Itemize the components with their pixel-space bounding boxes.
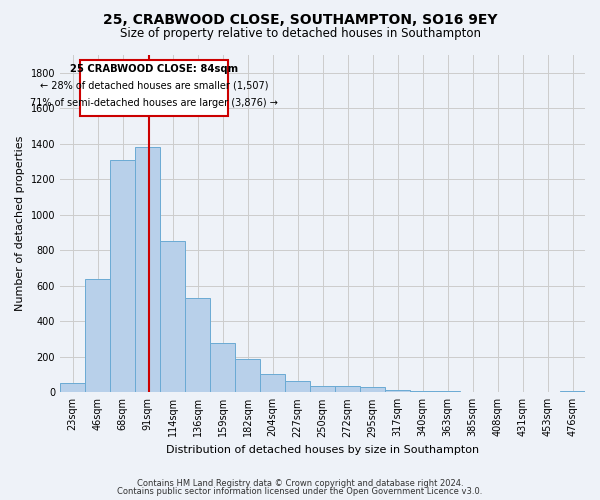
Bar (160, 242, 185, 392)
Bar (110, 160, 135, 392)
Y-axis label: Number of detached properties: Number of detached properties (15, 136, 25, 312)
Bar (260, 374, 285, 392)
Bar (235, 360, 260, 392)
FancyBboxPatch shape (80, 60, 227, 116)
Text: Contains HM Land Registry data © Crown copyright and database right 2024.: Contains HM Land Registry data © Crown c… (137, 478, 463, 488)
Text: 25, CRABWOOD CLOSE, SOUTHAMPTON, SO16 9EY: 25, CRABWOOD CLOSE, SOUTHAMPTON, SO16 9E… (103, 12, 497, 26)
Bar (310, 386, 335, 392)
Bar (210, 344, 235, 392)
Bar (60, 384, 85, 392)
Bar (385, 390, 410, 392)
Bar (360, 388, 385, 392)
Text: Size of property relative to detached houses in Southampton: Size of property relative to detached ho… (119, 28, 481, 40)
Bar (135, 148, 160, 392)
Text: Contains public sector information licensed under the Open Government Licence v3: Contains public sector information licen… (118, 487, 482, 496)
Bar (185, 298, 210, 392)
Bar (285, 381, 310, 392)
Text: 71% of semi-detached houses are larger (3,876) →: 71% of semi-detached houses are larger (… (30, 98, 278, 108)
Text: ← 28% of detached houses are smaller (1,507): ← 28% of detached houses are smaller (1,… (40, 81, 268, 91)
Bar (560, 390, 585, 392)
Text: 25 CRABWOOD CLOSE: 84sqm: 25 CRABWOOD CLOSE: 84sqm (70, 64, 238, 74)
Bar (335, 386, 360, 392)
X-axis label: Distribution of detached houses by size in Southampton: Distribution of detached houses by size … (166, 445, 479, 455)
Bar (85, 278, 110, 392)
